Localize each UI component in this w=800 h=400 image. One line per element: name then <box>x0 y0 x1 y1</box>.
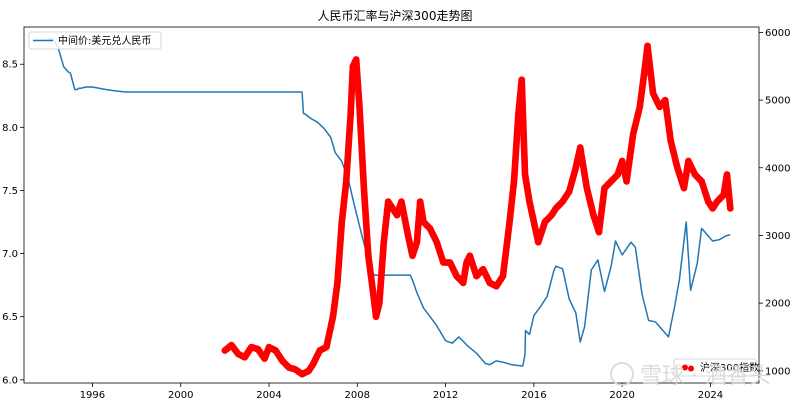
watermark-text: 雪球 · 酒香头 <box>640 364 771 389</box>
y-left-tick-label: 8.0 <box>2 123 18 134</box>
index-point <box>726 204 734 212</box>
y-right-tick-label: 3000 <box>765 231 790 242</box>
y-right-tick-label: 4000 <box>765 163 790 174</box>
legend-lower: 沪深300指数 <box>673 358 759 377</box>
x-tick-label: 2020 <box>609 390 634 400</box>
x-tick-label: 2016 <box>521 390 546 400</box>
legend-label-index: 沪深300指数 <box>700 361 759 374</box>
y-right-tick-label: 6000 <box>765 28 790 39</box>
chart-title: 人民币汇率与沪深300走势图 <box>318 8 473 23</box>
y-left-tick-label: 6.0 <box>2 375 18 386</box>
watermark-logo-icon <box>610 362 634 386</box>
x-tick-label: 1996 <box>80 390 105 400</box>
legend-upper: 中间价:美元兑人民币 <box>28 31 162 50</box>
legend-label-rate: 中间价:美元兑人民币 <box>58 34 151 47</box>
y-left-tick-label: 8.5 <box>2 60 18 71</box>
y-left-tick-label: 7.5 <box>2 186 18 197</box>
x-tick-label: 2004 <box>256 390 281 400</box>
legend-box <box>28 31 162 50</box>
x-tick-label: 2024 <box>698 390 723 400</box>
y-axis-left: 6.0 6.5 7.0 7.5 8.0 8.5 <box>2 60 24 386</box>
y-right-tick-label: 1000 <box>765 366 790 377</box>
x-tick-label: 2012 <box>433 390 458 400</box>
legend-marker-swatch <box>688 365 694 372</box>
y-right-tick-label: 2000 <box>765 299 790 310</box>
series-line-usdcny <box>48 38 731 367</box>
y-left-tick-label: 6.5 <box>2 312 18 323</box>
x-tick-label: 2000 <box>168 390 193 400</box>
y-axis-right: 1000 2000 3000 4000 5000 6000 <box>759 28 790 377</box>
y-right-tick-label: 5000 <box>765 96 790 107</box>
plot-layer <box>48 38 734 378</box>
legend-marker-swatch <box>682 364 688 371</box>
x-tick-label: 2008 <box>345 390 370 400</box>
series-markers-csi300 <box>221 42 734 378</box>
legend-box <box>673 358 757 377</box>
plot-frame <box>23 26 760 384</box>
watermark: 雪球 · 酒香头 <box>610 362 771 389</box>
y-left-tick-label: 7.0 <box>2 249 18 260</box>
x-axis: 1996 2000 2004 2008 2012 2016 2020 2024 <box>80 383 723 400</box>
